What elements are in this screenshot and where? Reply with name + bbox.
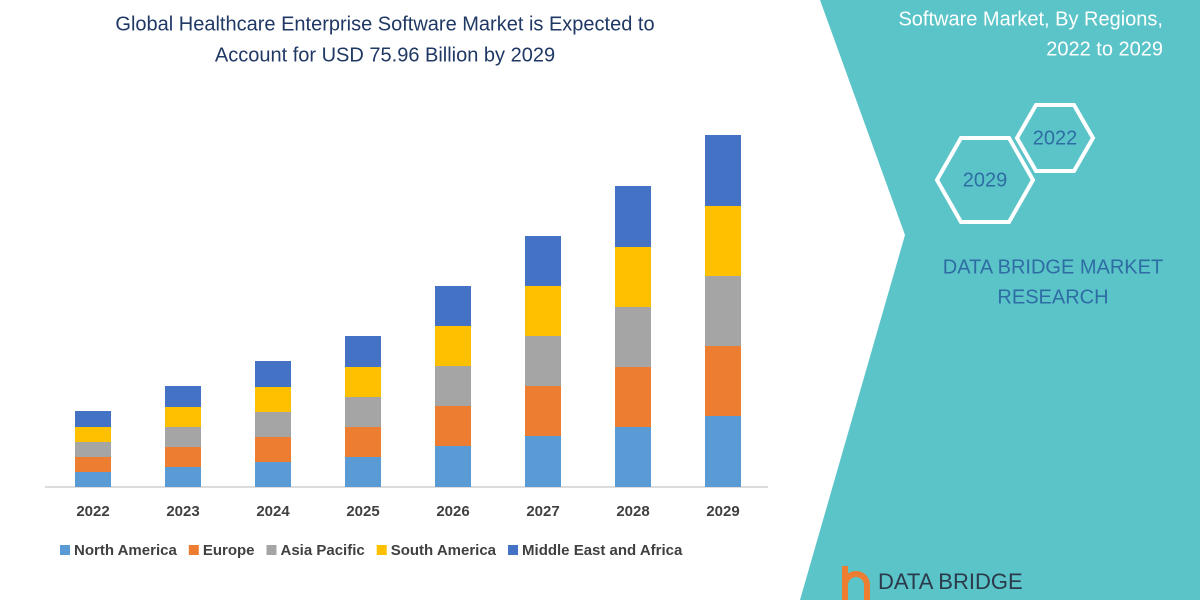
bar-segment [435, 366, 471, 406]
brand-text: RESEARCH [997, 286, 1108, 308]
x-tick-label: 2027 [526, 503, 559, 520]
legend-swatch [376, 545, 387, 555]
bar-segment [255, 387, 291, 412]
bar-segment [615, 367, 651, 427]
bar-segment [705, 276, 741, 346]
brand-text: DATA BRIDGE MARKET [943, 256, 1163, 278]
bar-segment [345, 367, 381, 397]
bar-segment [435, 286, 471, 326]
legend-swatch [188, 545, 199, 555]
bar-segment [525, 436, 561, 487]
bar-segment [255, 462, 291, 487]
x-tick-label: 2024 [256, 503, 290, 520]
bar-segment [255, 361, 291, 387]
legend-label: Middle East and Africa [522, 542, 683, 559]
bar-segment [75, 442, 111, 457]
chart-title: Account for USD 75.96 Billion by 2029 [215, 44, 555, 66]
x-tick-label: 2025 [346, 503, 379, 520]
bar-segment [75, 457, 111, 472]
x-tick-label: 2023 [166, 503, 199, 520]
hexagon-label: 2022 [1033, 127, 1078, 149]
bar-segment [525, 336, 561, 386]
bar-segment [615, 307, 651, 367]
legend-label: Asia Pacific [281, 542, 365, 559]
logo-text: DATA BRIDGE [878, 569, 1023, 594]
bar-segment [75, 411, 111, 427]
bar-segment [75, 472, 111, 487]
bar-segment [615, 247, 651, 307]
hexagon [934, 136, 1036, 224]
bar-segment [705, 206, 741, 276]
bar-segment [255, 412, 291, 437]
side-panel [800, 0, 1200, 600]
bar-segment [615, 427, 651, 487]
legend-swatch [60, 545, 70, 555]
bar-segment [345, 397, 381, 427]
bar-segment [435, 406, 471, 446]
side-heading: 2022 to 2029 [1046, 38, 1163, 60]
bar-segment [435, 446, 471, 487]
bar-segment [75, 427, 111, 442]
legend-swatch [508, 545, 519, 555]
legend-swatch [266, 545, 277, 555]
bar-segment [345, 427, 381, 457]
logo-icon [842, 566, 870, 600]
bar-segment [165, 407, 201, 427]
bar-segment [525, 386, 561, 436]
bar-segment [435, 326, 471, 366]
bar-segment [525, 286, 561, 336]
bar-segment [345, 457, 381, 487]
bar-segment [615, 186, 651, 247]
bar-segment [705, 346, 741, 416]
chart-title: Global Healthcare Enterprise Software Ma… [115, 13, 654, 35]
x-tick-label: 2029 [706, 503, 739, 520]
bar-segment [165, 447, 201, 467]
x-tick-label: 2028 [616, 503, 649, 520]
hexagon-label: 2029 [963, 169, 1008, 191]
hexagon [1014, 103, 1096, 173]
bar-segment [255, 437, 291, 462]
bar-segment [345, 336, 381, 367]
bar-segment [705, 416, 741, 487]
legend-label: South America [391, 542, 497, 559]
x-tick-label: 2022 [76, 503, 109, 520]
bar-segment [165, 386, 201, 407]
bar-segment [705, 135, 741, 206]
legend-label: North America [74, 542, 177, 559]
bar-segment [165, 467, 201, 487]
x-tick-label: 2026 [436, 503, 469, 520]
bar-segment [525, 236, 561, 286]
legend-label: Europe [203, 542, 255, 559]
side-heading: Software Market, By Regions, [898, 8, 1163, 30]
bar-segment [165, 427, 201, 447]
